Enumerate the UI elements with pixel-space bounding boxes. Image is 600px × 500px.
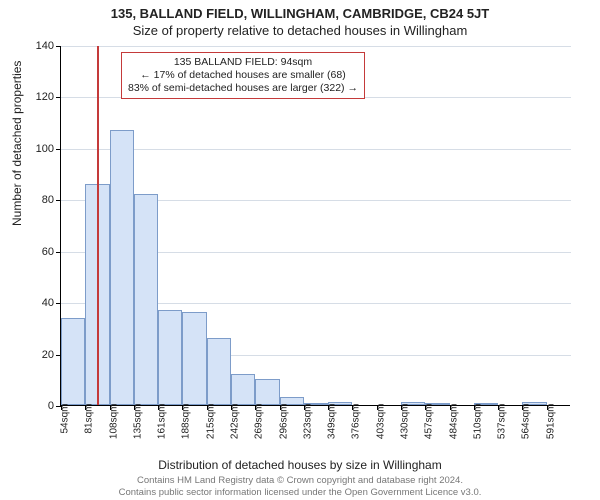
histogram-bar <box>207 338 231 405</box>
y-tick-label: 80 <box>24 194 54 206</box>
y-tick-label: 140 <box>24 40 54 52</box>
annotation-line2: ← 17% of detached houses are smaller (68… <box>128 69 358 82</box>
x-tick-label: 242sqm <box>230 404 241 448</box>
annotation-box: 135 BALLAND FIELD: 94sqm ← 17% of detach… <box>121 52 365 99</box>
histogram-bar <box>61 318 85 405</box>
credits: Contains HM Land Registry data © Crown c… <box>0 475 600 498</box>
y-tick-label: 100 <box>24 143 54 155</box>
x-tick-label: 323sqm <box>302 404 313 448</box>
x-tick-label: 296sqm <box>278 404 289 448</box>
annotation-line1: 135 BALLAND FIELD: 94sqm <box>128 56 358 69</box>
x-tick-label: 161sqm <box>157 404 168 448</box>
chart-subtitle: Size of property relative to detached ho… <box>0 21 600 38</box>
credits-line2: Contains public sector information licen… <box>0 487 600 498</box>
x-tick-label: 510sqm <box>472 404 483 448</box>
histogram-bar <box>158 310 182 405</box>
y-tick-mark <box>56 303 61 304</box>
y-tick-label: 20 <box>24 349 54 361</box>
y-tick-label: 120 <box>24 91 54 103</box>
x-tick-label: 215sqm <box>205 404 216 448</box>
histogram-bar <box>231 374 255 405</box>
credits-line1: Contains HM Land Registry data © Crown c… <box>0 475 600 486</box>
y-tick-label: 40 <box>24 297 54 309</box>
plot-area: 02040608010012014054sqm81sqm108sqm135sqm… <box>60 46 570 406</box>
x-tick-label: 188sqm <box>181 404 192 448</box>
x-tick-label: 403sqm <box>375 404 386 448</box>
x-tick-label: 349sqm <box>327 404 338 448</box>
x-tick-label: 591sqm <box>545 404 556 448</box>
x-axis-label: Distribution of detached houses by size … <box>0 458 600 472</box>
y-tick-mark <box>56 46 61 47</box>
gridline <box>61 46 571 47</box>
y-tick-label: 0 <box>24 400 54 412</box>
plot-box: 02040608010012014054sqm81sqm108sqm135sqm… <box>60 46 570 406</box>
histogram-bar <box>182 312 206 405</box>
x-tick-label: 564sqm <box>521 404 532 448</box>
y-axis-label: Number of detached properties <box>10 61 24 226</box>
y-tick-label: 60 <box>24 246 54 258</box>
x-tick-label: 376sqm <box>351 404 362 448</box>
y-tick-mark <box>56 200 61 201</box>
marker-line <box>97 46 99 405</box>
chart-title-address: 135, BALLAND FIELD, WILLINGHAM, CAMBRIDG… <box>0 0 600 21</box>
x-tick-label: 135sqm <box>132 404 143 448</box>
x-tick-label: 457sqm <box>424 404 435 448</box>
x-tick-label: 81sqm <box>84 404 95 448</box>
y-tick-mark <box>56 252 61 253</box>
histogram-bar <box>110 130 134 405</box>
x-tick-label: 108sqm <box>108 404 119 448</box>
y-tick-mark <box>56 97 61 98</box>
histogram-bar <box>134 194 158 405</box>
annotation-line3: 83% of semi-detached houses are larger (… <box>128 82 358 95</box>
x-tick-label: 54sqm <box>60 404 71 448</box>
x-tick-label: 430sqm <box>400 404 411 448</box>
chart-container: { "titles": { "line1": "135, BALLAND FIE… <box>0 0 600 500</box>
x-tick-label: 537sqm <box>497 404 508 448</box>
gridline <box>61 149 571 150</box>
x-tick-label: 269sqm <box>254 404 265 448</box>
x-tick-label: 484sqm <box>448 404 459 448</box>
histogram-bar <box>255 379 279 405</box>
y-tick-mark <box>56 149 61 150</box>
